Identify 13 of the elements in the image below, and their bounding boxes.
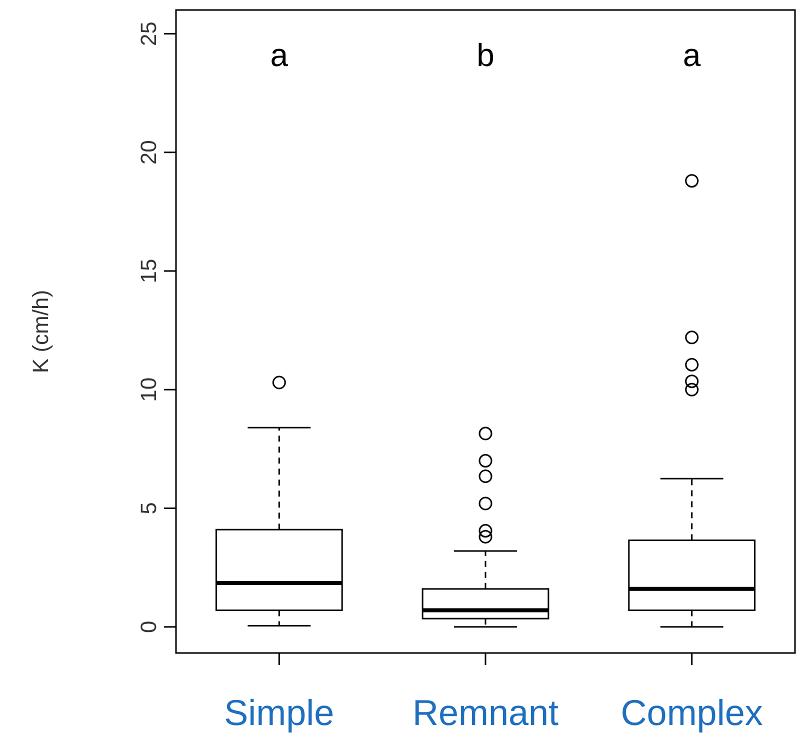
y-axis-title: K (cm/h) (28, 290, 53, 374)
annotation: a (270, 37, 288, 73)
x-tick-label: Complex (620, 692, 763, 733)
x-tick-label: Remnant (412, 692, 559, 733)
x-tick-label: Simple (224, 692, 334, 733)
y-tick-label: 20 (136, 140, 161, 165)
y-tick-label: 15 (136, 258, 161, 284)
annotation: a (682, 37, 701, 73)
y-tick-label: 5 (136, 502, 161, 514)
y-tick-label: 0 (136, 620, 161, 634)
y-tick-label: 25 (136, 21, 161, 46)
y-tick-label: 10 (136, 377, 161, 402)
annotation: b (476, 37, 494, 73)
